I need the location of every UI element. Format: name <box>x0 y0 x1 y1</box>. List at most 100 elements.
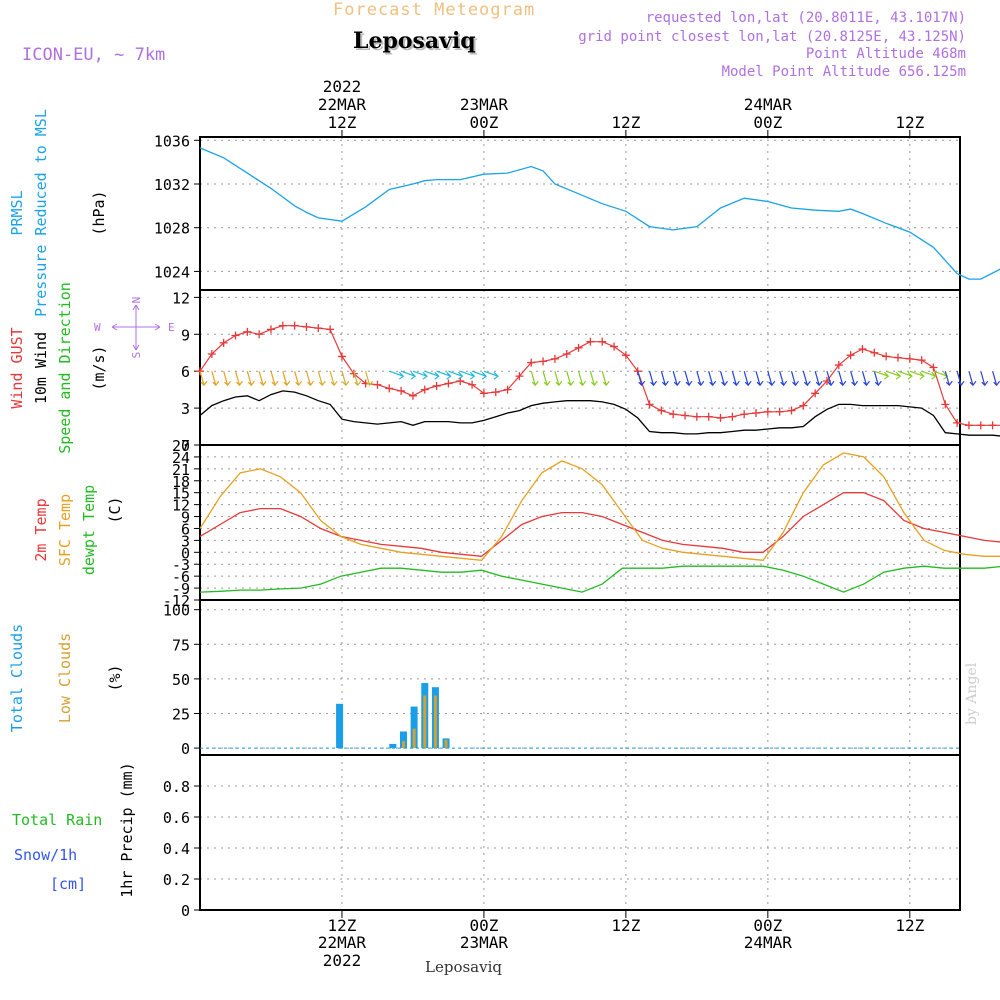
compass-e: E <box>168 321 175 334</box>
gust-marker <box>681 411 690 420</box>
gust-marker <box>692 412 701 421</box>
gust-marker <box>941 400 950 409</box>
y-tick-label: 0 <box>181 902 190 920</box>
y-tick-label: 0 <box>181 544 190 562</box>
gust-marker <box>598 337 607 346</box>
wind-direction-arrow <box>282 371 291 387</box>
wind-direction-arrow <box>460 370 476 380</box>
total-clouds-label: Total Clouds <box>8 624 26 732</box>
wind-direction-arrow <box>767 371 776 387</box>
gust-marker <box>811 389 820 398</box>
wind-direction-arrow <box>956 371 965 387</box>
gust-marker <box>219 338 228 347</box>
low-cloud-bar <box>433 695 437 749</box>
gust-marker <box>610 342 619 351</box>
y-tick-label: 15 <box>172 485 190 503</box>
wind-direction-arrow <box>861 371 870 387</box>
gust-marker <box>799 401 808 410</box>
wind-direction-arrow <box>790 371 799 387</box>
compass-w: W <box>94 321 101 334</box>
y-tick-label: 0.8 <box>163 778 190 796</box>
gust-marker <box>503 385 512 394</box>
temp-unit: (C) <box>106 496 124 523</box>
panel-frame-pressure <box>199 136 961 291</box>
wind-direction-arrow <box>648 371 658 387</box>
gust-marker <box>893 353 902 362</box>
x-tick-label: 12Z <box>328 916 357 935</box>
wind-gust-label: Wind GUST <box>8 327 26 408</box>
wind-direction-arrow <box>436 370 452 380</box>
x-tick-label: 00Z <box>469 916 498 935</box>
requested-coords: requested lon,lat (20.8011E, 43.1017N) <box>645 10 966 26</box>
x-day-label: 24MAR <box>744 933 793 952</box>
gust-marker <box>621 351 630 360</box>
dewpt-line <box>199 565 1000 593</box>
wind-direction-arrow <box>719 371 728 387</box>
panel-frame-precip <box>199 754 961 911</box>
y-tick-label: 18 <box>172 473 190 491</box>
y-tick-label: 12 <box>172 289 190 307</box>
model-altitude: Model Point Altitude 656.125m <box>721 64 966 80</box>
clouds-unit: (%) <box>106 664 124 691</box>
wind-direction-arrow <box>400 370 417 380</box>
gust-marker <box>846 351 855 360</box>
y-tick-label: 75 <box>172 636 190 654</box>
wind-direction-arrow <box>637 371 646 387</box>
gust-marker <box>255 330 264 339</box>
total-cloud-bar <box>336 703 344 749</box>
snow-unit-label: [cm] <box>50 875 86 893</box>
y-tick-label: -3 <box>172 556 190 574</box>
wind-direction-arrow <box>885 370 902 380</box>
wind-direction-arrow <box>672 371 681 387</box>
x-day-label: 24MAR <box>744 95 793 114</box>
pressure-line <box>199 147 1000 280</box>
gust-marker <box>527 358 536 367</box>
grid-point-coords: grid point closest lon,lat (20.8125E, 43… <box>578 29 966 45</box>
wind-direction-arrow <box>921 370 937 380</box>
y-tick-label: 0.6 <box>163 809 190 827</box>
low-cloud-bar <box>423 695 427 749</box>
wind-direction-arrow <box>909 370 925 380</box>
y-tick-label: 27 <box>172 437 190 455</box>
x-year-label: 2022 <box>323 951 362 970</box>
model-label: ICON-EU, ~ 7km <box>22 45 166 65</box>
y-tick-label: 0 <box>181 740 190 758</box>
wind-direction-arrow <box>258 371 267 387</box>
sfc-temp-line <box>199 452 1000 561</box>
wind-direction-arrow <box>234 371 243 387</box>
wind-10m-label: 10m Wind <box>32 332 50 404</box>
compass-s: S <box>130 352 143 359</box>
gust-marker <box>420 385 429 394</box>
y-tick-label: 12 <box>172 497 190 515</box>
y-tick-label: 1032 <box>154 176 190 194</box>
gust-marker <box>231 331 240 340</box>
precip-unit: 1hr Precip (mm) <box>118 762 136 897</box>
gust-marker <box>574 343 583 352</box>
gust-marker <box>752 409 761 418</box>
wind-direction-arrow <box>826 371 835 387</box>
wind-direction-arrow <box>838 371 847 387</box>
y-tick-label: 6 <box>181 520 190 538</box>
gust-marker <box>953 418 962 427</box>
gust-marker <box>763 407 772 416</box>
pressure-label-1: PRMSL <box>8 190 26 235</box>
wind-direction-arrow <box>968 371 977 387</box>
low-cloud-bar <box>412 728 416 749</box>
gust-marker <box>562 349 571 358</box>
y-tick-label: 0 <box>181 437 190 455</box>
y-tick-label: 100 <box>163 602 190 620</box>
wind-direction-arrow <box>317 371 326 387</box>
y-tick-label: 6 <box>181 363 190 381</box>
gust-marker <box>491 388 500 397</box>
panel-frame-wind <box>199 289 961 446</box>
gust-marker <box>290 321 299 330</box>
wind-direction-arrow <box>211 371 220 387</box>
total-rain-label: Total Rain <box>12 811 102 829</box>
wind-direction-arrow <box>589 371 598 387</box>
gust-marker <box>196 367 204 376</box>
gust-marker <box>740 410 749 419</box>
gust-marker <box>858 345 867 354</box>
gust-marker <box>207 349 216 358</box>
wind-direction-arrow <box>329 371 338 387</box>
